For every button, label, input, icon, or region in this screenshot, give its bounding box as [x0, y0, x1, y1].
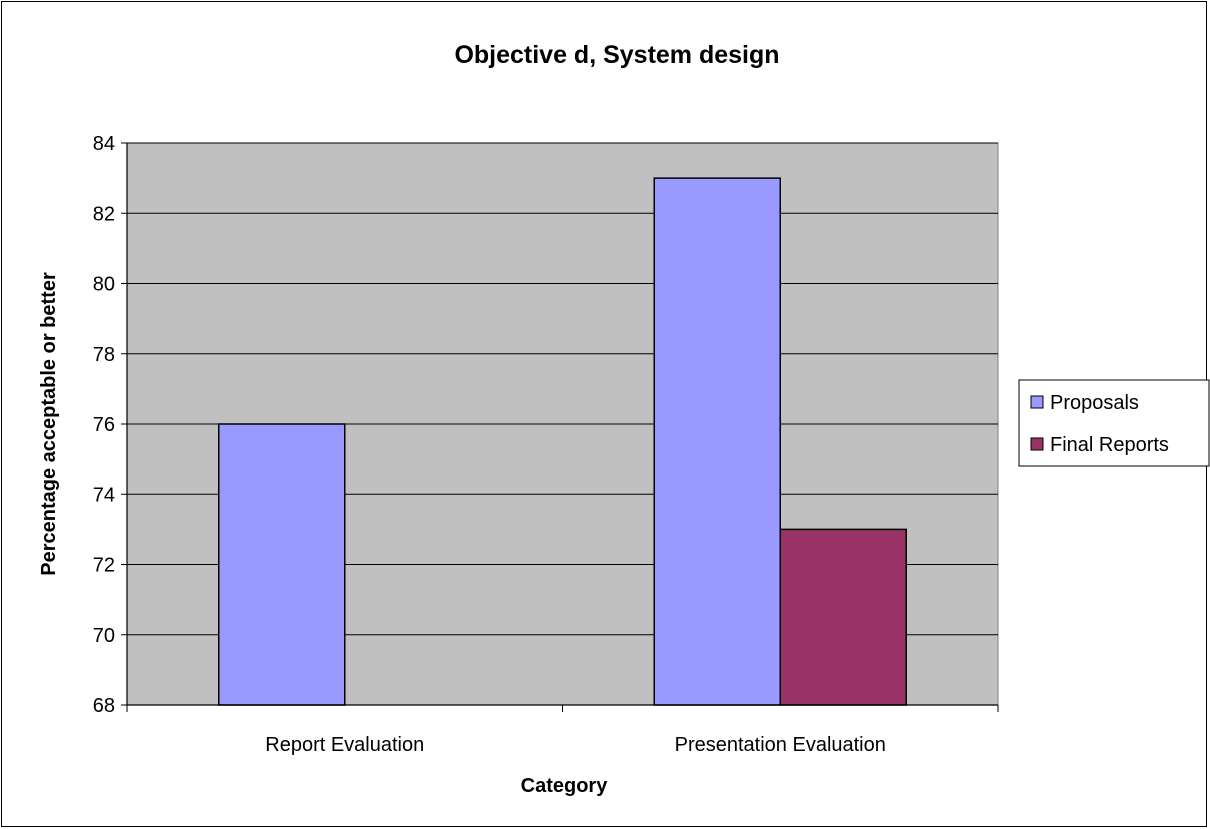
y-tick-label: 84	[93, 133, 115, 155]
y-axis-title: Percentage acceptable or better	[38, 272, 60, 576]
legend-label-final-reports: Final Reports	[1050, 434, 1169, 456]
y-tick-label: 72	[93, 555, 115, 577]
legend-swatch-proposals	[1030, 395, 1044, 409]
y-tick-label: 68	[93, 695, 115, 717]
bar-proposals-0	[218, 423, 346, 706]
y-tick-labels: 68 70 72 74 76 78 80 82 84	[93, 133, 115, 717]
y-tick-label: 82	[93, 203, 115, 225]
axes	[121, 142, 999, 712]
legend-swatch-final-reports	[1030, 437, 1044, 451]
y-tick-label: 74	[93, 484, 115, 506]
bar-proposals-1	[653, 177, 781, 706]
x-tick-label: Presentation Evaluation	[675, 734, 886, 756]
y-tick-label: 76	[93, 414, 115, 436]
legend: Proposals Final Reports	[1018, 379, 1210, 467]
legend-box	[1018, 379, 1210, 467]
bar-final-reports-1	[779, 528, 907, 706]
bars	[218, 177, 907, 706]
x-tick-label: Report Evaluation	[265, 734, 424, 756]
y-tick-label: 70	[93, 625, 115, 647]
x-tick-labels: Report Evaluation Presentation Evaluation	[265, 734, 886, 756]
y-tick-label: 80	[93, 274, 115, 296]
legend-label-proposals: Proposals	[1050, 392, 1139, 414]
chart-title: Objective d, System design	[454, 41, 779, 69]
x-axis-title: Category	[521, 775, 609, 797]
y-tick-label: 78	[93, 344, 115, 366]
